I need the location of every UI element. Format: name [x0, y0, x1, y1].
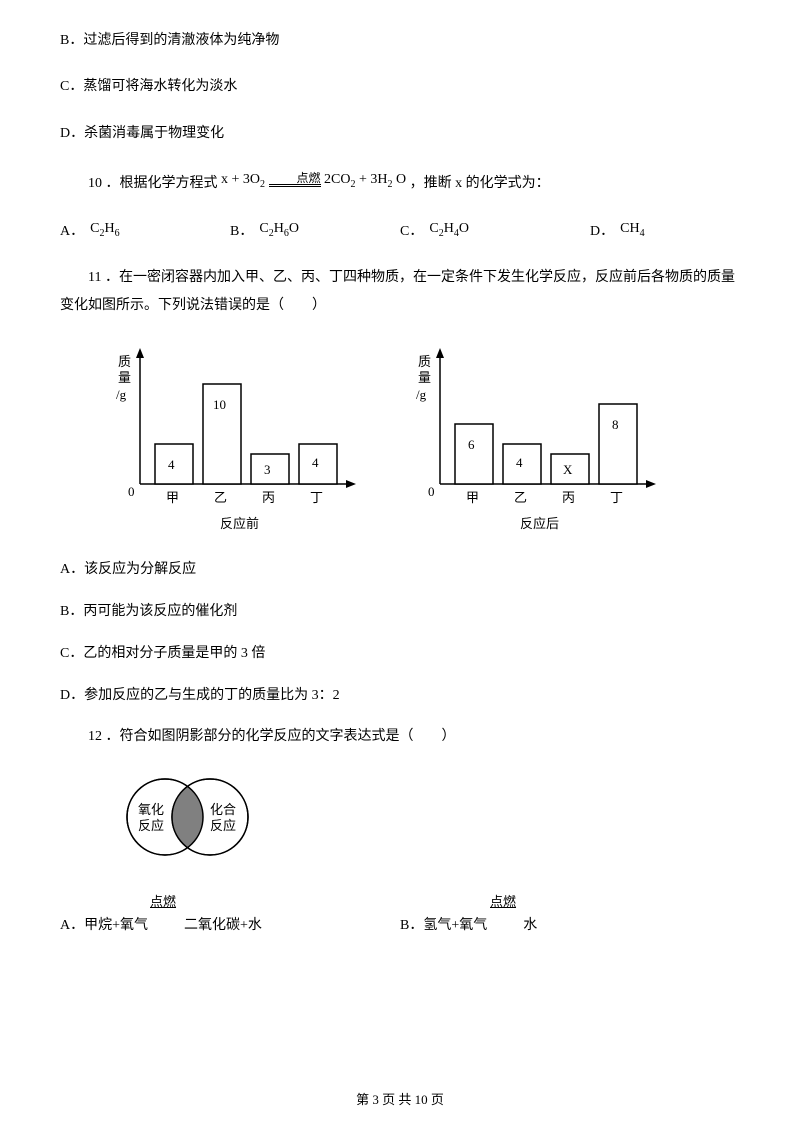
- formula-part: C: [259, 221, 268, 236]
- cat: 丙: [262, 490, 275, 505]
- venn-right-2: 反应: [210, 818, 236, 833]
- caption: 反应后: [520, 516, 559, 531]
- q10-eq-r1: 2CO: [324, 172, 350, 187]
- opt-label: B．: [230, 220, 253, 240]
- condition-label: 点燃: [150, 891, 176, 910]
- zero-label: 0: [428, 484, 435, 499]
- bar-value: 6: [468, 437, 475, 452]
- yunit: /g: [116, 387, 127, 402]
- cat: 丁: [310, 490, 323, 505]
- venn-right-1: 化合: [210, 802, 236, 817]
- footer-page-total: 10: [415, 1092, 428, 1107]
- formula-part: H: [274, 221, 284, 236]
- ylabel: 质: [418, 354, 431, 369]
- q10-eq-r3: O: [396, 172, 406, 187]
- q10-eq-r2: + 3H: [359, 172, 388, 187]
- footer-text: 页 共: [379, 1092, 415, 1107]
- cat: 丁: [610, 490, 623, 505]
- q10-lead: 10 ．根据化学方程式: [88, 176, 218, 191]
- bar: [455, 424, 493, 484]
- cat: 乙: [514, 490, 527, 505]
- q11-option-c: C．乙的相对分子质量是甲的 3 倍: [60, 642, 740, 662]
- formula-part: O: [289, 221, 299, 236]
- products: 水: [523, 914, 537, 934]
- bar: [599, 404, 637, 484]
- q9-option-b: B．过滤后得到的清澈液体为纯净物: [60, 30, 740, 52]
- formula-part: H: [444, 221, 454, 236]
- cat: 甲: [466, 490, 479, 505]
- products: 二氧化碳+水: [184, 914, 262, 934]
- q9-option-d: D．杀菌消毒属于物理变化: [60, 123, 740, 145]
- venn-left-1: 氧化: [138, 802, 164, 817]
- q11-charts: 质 量 /g 0 4 10 3 4 甲 乙 丙 丁 反应前 质: [100, 344, 740, 534]
- q10-stem: 10 ．根据化学方程式 x + 3O2 点燃 2CO2 + 3H2 O ，推断 …: [60, 169, 740, 195]
- bar-value: 4: [168, 457, 175, 472]
- bar-value: 4: [516, 455, 523, 470]
- bar-value: 8: [612, 417, 619, 432]
- opt-label: C．: [400, 220, 423, 240]
- cat: 乙: [214, 490, 227, 505]
- q10-option-c: C． C2H4O: [400, 220, 590, 240]
- bar-value: X: [563, 462, 573, 477]
- q10-eq-arrow: 点燃: [269, 172, 321, 187]
- caption: 反应前: [220, 516, 259, 531]
- reactants: 甲烷+氧气: [84, 914, 148, 934]
- q10-tail: ，推断 x 的化学式为：: [410, 176, 550, 191]
- ylabel: 量: [118, 370, 131, 385]
- q10-option-a: A． C2H6: [60, 220, 230, 240]
- opt-label: B．: [400, 914, 423, 934]
- formula-part: CH: [620, 221, 639, 236]
- formula-part: H: [104, 221, 114, 236]
- q12-option-b: 点燃 B． 氢气+氧气 水: [400, 891, 700, 934]
- q10-option-b: B． C2H6O: [230, 220, 400, 240]
- q12-options-row: 点燃 A． 甲烷+氧气 二氧化碳+水 点燃 B． 氢气+氧气 水: [60, 891, 740, 934]
- ylabel: 量: [418, 370, 431, 385]
- q11-option-a: A．该反应为分解反应: [60, 558, 740, 578]
- formula-part: O: [459, 221, 469, 236]
- subscript: 6: [115, 227, 120, 238]
- q11-option-b: B．丙可能为该反应的催化剂: [60, 600, 740, 620]
- venn-left-2: 反应: [138, 818, 164, 833]
- q11-option-d: D．参加反应的乙与生成的丁的质量比为 3：2: [60, 684, 740, 704]
- zero-label: 0: [128, 484, 135, 499]
- page-footer: 第 3 页 共 10 页: [0, 1089, 800, 1108]
- q10-option-d: D． CH4: [590, 220, 730, 240]
- condition-label: 点燃: [490, 891, 516, 910]
- q9-option-c: C．蒸馏可将海水转化为淡水: [60, 76, 740, 98]
- bar-value: 4: [312, 455, 319, 470]
- cat: 甲: [166, 490, 179, 505]
- opt-label: D．: [590, 220, 614, 240]
- yunit: /g: [416, 387, 427, 402]
- q10-eq-lhs: x + 3O: [221, 172, 260, 187]
- footer-text: 第: [356, 1092, 372, 1107]
- chart-before: 质 量 /g 0 4 10 3 4 甲 乙 丙 丁 反应前: [100, 344, 360, 534]
- chart-after: 质 量 /g 0 6 4 X 8 甲 乙 丙 丁 反应后: [400, 344, 660, 534]
- q12-option-a: 点燃 A． 甲烷+氧气 二氧化碳+水: [60, 891, 400, 934]
- q11-stem: 11 ．在一密闭容器内加入甲、乙、丙、丁四种物质，在一定条件下发生化学反应，反应…: [60, 264, 740, 320]
- subscript: 4: [640, 227, 645, 238]
- opt-label: A．: [60, 220, 84, 240]
- opt-label: A．: [60, 914, 84, 934]
- reactants: 氢气+氧气: [423, 914, 487, 934]
- venn-diagram: 氧化 反应 化合 反应: [110, 772, 740, 867]
- ylabel: 质: [118, 354, 131, 369]
- cat: 丙: [562, 490, 575, 505]
- bar-value: 3: [264, 462, 271, 477]
- q10-options: A． C2H6 B． C2H6O C． C2H4O D． CH4: [60, 220, 740, 240]
- q12-stem: 12 ．符合如图阴影部分的化学反应的文字表达式是（ ）: [60, 726, 740, 748]
- formula-part: C: [429, 221, 438, 236]
- footer-text: 页: [428, 1092, 444, 1107]
- bar-value: 10: [213, 397, 226, 412]
